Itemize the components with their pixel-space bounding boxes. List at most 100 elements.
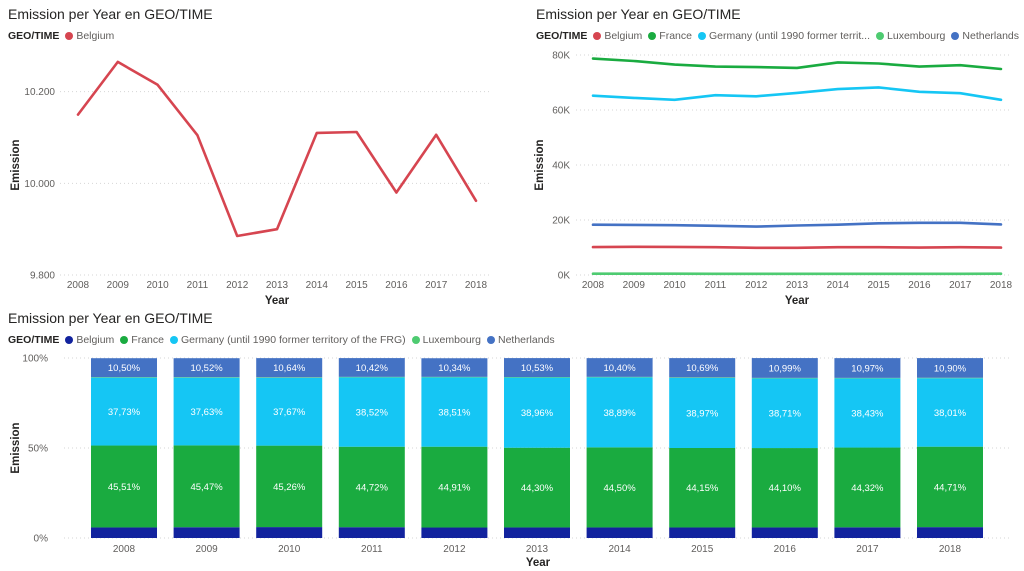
y-tick-label: 20K [552,216,570,227]
x-tick-label: 2010 [663,280,686,291]
bar-segment[interactable] [504,447,570,528]
bar-segment[interactable] [173,377,240,446]
bar-segment[interactable] [669,377,736,448]
belgium-line-chart-visual[interactable]: Emission per Year en GEO/TIME GEO/TIME Be… [8,0,508,305]
x-tick-label: 2008 [582,280,605,291]
bar-segment[interactable] [421,446,488,528]
legend-item[interactable]: Netherlands [951,30,1019,42]
bar-segment[interactable] [338,376,405,378]
bar-segment[interactable] [917,377,983,379]
bar-segment[interactable] [751,377,818,379]
chart-legend[interactable]: GEO/TIME Belgium [8,30,120,42]
x-tick-label: 2017 [949,280,972,291]
legend-label: France [131,334,164,346]
bar-segment[interactable] [91,377,157,446]
bar-segment[interactable] [173,527,240,538]
data-label: 38,51% [438,408,471,419]
bar-segment[interactable] [917,527,983,538]
stacked-column-chart-visual[interactable]: Emission per Year en GEO/TIME GEO/TIME Be… [8,305,1018,571]
bar-segment[interactable] [173,377,240,378]
bar-segment[interactable] [751,378,818,449]
chart-legend[interactable]: GEO/TIME Belgium France Germany (until 1990… [536,30,1024,42]
legend-label: Netherlands [962,30,1020,42]
bar-segment[interactable] [91,377,157,378]
bar-segment[interactable] [834,377,901,379]
bar-segment[interactable] [751,358,818,378]
bar-segment[interactable] [256,527,323,538]
bar-segment[interactable] [834,527,901,538]
data-label: 38,71% [769,409,802,420]
bar-segment[interactable] [338,527,405,538]
bar-segment[interactable] [338,377,405,447]
bar-segment[interactable] [421,527,488,538]
bar-segment[interactable] [504,527,570,538]
series-line[interactable] [591,86,1003,102]
countries-line-chart-visual[interactable]: Emission per Year en GEO/TIME GEO/TIME Be… [536,0,1021,305]
bar-segment[interactable] [91,445,157,528]
countries-line-chart[interactable]: 0K 20K 40K 60K 80K 2008 2009 2010 2011 2012 2013 20… [524,0,1024,310]
data-label: 10,53% [521,363,554,374]
bar-segment[interactable] [586,527,653,538]
bar-segment[interactable] [669,377,736,378]
bar-segment[interactable] [669,448,736,528]
bar-segment[interactable] [421,377,488,447]
bar-segment[interactable] [173,445,240,528]
bar-segment[interactable] [256,377,323,446]
bar-segment[interactable] [586,447,653,528]
bar-segment[interactable] [504,377,570,448]
chart-title: Emission per Year en GEO/TIME [8,310,213,326]
bar-segment[interactable] [256,445,323,528]
bar-segment[interactable] [669,358,736,378]
bar-segment[interactable] [669,527,736,538]
data-label: 10,52% [190,363,223,374]
bar-segment[interactable] [586,376,653,378]
bar-segment[interactable] [421,376,488,378]
data-label: 10,97% [851,363,884,374]
bar-segment[interactable] [504,358,570,378]
bar-segment[interactable] [338,358,405,377]
bar-segment[interactable] [834,358,901,378]
bar-segment[interactable] [917,446,983,528]
x-tick-label: 2010 [278,544,301,555]
legend-item[interactable]: Belgium [65,30,114,42]
x-axis-title: Year [785,295,810,307]
bar-segment[interactable] [91,358,157,378]
data-label: 44,50% [603,483,636,494]
bar-segment[interactable] [834,447,901,528]
stacked-column-chart[interactable]: 0% 50% 100% 45,51% 37,73% 10,50% 2008 45,47% 37,… [0,305,1024,571]
legend-item[interactable]: Germany (until 1990 former territory of … [169,334,406,346]
bar-segment[interactable] [256,377,323,378]
chart-legend[interactable]: GEO/TIME Belgium France Germany (until 1990… [8,334,561,346]
belgium-line-chart[interactable]: 9.800 10.000 10.200 2008 2009 2010 2011 2012 201… [0,0,520,310]
legend-item[interactable]: France [648,30,692,42]
series-line[interactable] [76,60,478,238]
legend-item[interactable]: Luxembourg [411,334,481,346]
bar-segment[interactable] [91,527,157,538]
bar-segment[interactable] [504,377,570,378]
bar-segment[interactable] [751,448,818,528]
legend-item[interactable]: Belgium [65,334,114,346]
legend-label: Luxembourg [422,334,481,346]
legend-item[interactable]: France [120,334,164,346]
bar-segment[interactable] [586,358,653,377]
bar-segment[interactable] [917,378,983,447]
legend-item[interactable]: Luxembourg [876,30,945,42]
bar-segment[interactable] [256,358,323,378]
bar-segment[interactable] [751,527,818,538]
bar-segment[interactable] [586,377,653,448]
bar-segment[interactable] [173,358,240,378]
legend-item[interactable]: Germany (until 1990 former territ... [697,30,870,42]
data-label: 10,69% [686,363,719,374]
x-tick-label: 2011 [361,544,383,555]
bar-segment[interactable] [834,378,901,448]
x-tick-label: 2012 [226,280,249,291]
bar-segment[interactable] [338,446,405,528]
series-line[interactable] [591,245,1003,250]
legend-item[interactable]: Netherlands [487,334,555,346]
bar-segment[interactable] [917,358,983,378]
legend-item[interactable]: Belgium [593,30,642,42]
bar-segment[interactable] [421,358,488,377]
series-line[interactable] [591,221,1003,228]
series-line[interactable] [591,57,1003,71]
legend-label: Luxembourg [887,30,946,42]
